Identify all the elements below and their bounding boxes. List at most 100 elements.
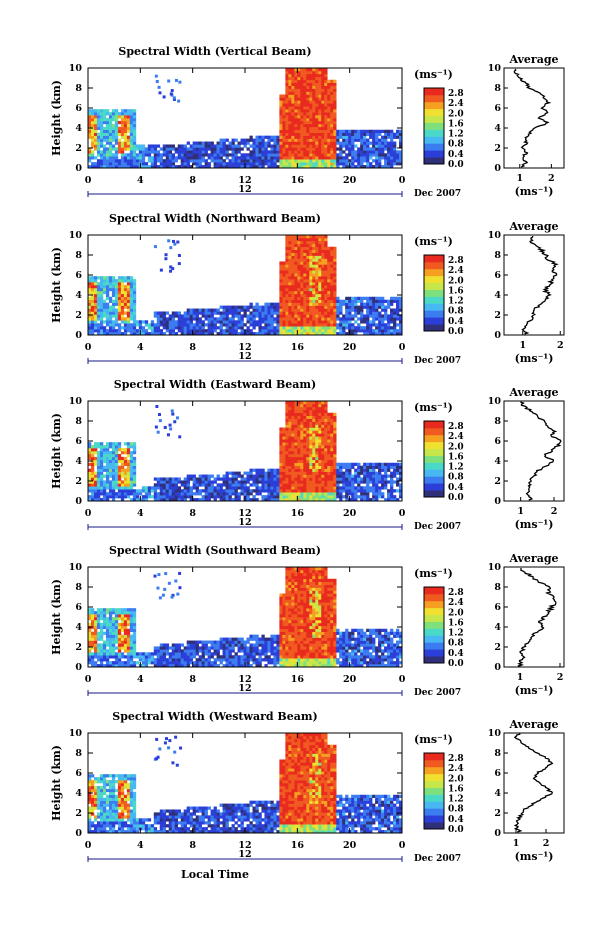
heatmap-cell: [183, 489, 187, 493]
heatmap-cell: [96, 302, 101, 306]
heatmap-cell: [228, 147, 232, 151]
heatmap-cell: [288, 267, 292, 271]
heatmap-cell: [114, 118, 119, 122]
heatmap-cell: [348, 465, 352, 469]
heatmap-cell: [300, 308, 304, 312]
heatmap-cell: [240, 147, 244, 151]
heatmap-cell: [369, 486, 373, 490]
heatmap-cell: [201, 326, 205, 330]
heatmap-cell: [330, 326, 334, 330]
heatmap-cell: [252, 144, 256, 148]
heatmap-cell: [339, 462, 343, 466]
heatmap-cell: [114, 282, 119, 286]
heatmap-cell: [255, 302, 259, 306]
heatmap-cell: [324, 424, 328, 428]
heatmap-cell: [252, 468, 256, 472]
heatmap-cell: [156, 165, 161, 169]
heatmap-cell: [294, 436, 298, 440]
heatmap-cell: [303, 246, 307, 250]
heatmap-cell: [306, 76, 310, 81]
heatmap-cell: [138, 159, 143, 163]
heatmap-cell: [327, 329, 331, 333]
heatmap-cell: [315, 409, 319, 414]
heatmap-cell: [297, 258, 301, 262]
heatmap-cell: [324, 451, 328, 455]
heatmap-cell: [207, 141, 211, 145]
heatmap-cell: [384, 462, 388, 466]
heatmap-cell: [276, 156, 280, 160]
heatmap-cell: [258, 135, 262, 139]
heatmap-cell: [288, 323, 292, 327]
heatmap-cell: [120, 120, 125, 125]
heatmap-cell: [327, 82, 331, 86]
heatmap-cell: [297, 465, 301, 469]
heatmap-cell: [105, 112, 110, 116]
heatmap-cell: [213, 326, 217, 330]
heatmap-cell: [321, 153, 325, 157]
heatmap-cell: [321, 285, 325, 289]
heatmap-cell: [321, 299, 325, 303]
heatmap-cell: [318, 474, 322, 478]
heatmap-cell: [108, 311, 113, 315]
heatmap-cell: [315, 147, 319, 151]
heatmap-cell: [384, 129, 388, 133]
heatmap-cell: [165, 153, 170, 157]
heatmap-cell: [96, 614, 101, 618]
heatmap-cell: [132, 474, 137, 478]
heatmap-cell: [321, 427, 325, 431]
heatmap-cell: [105, 474, 110, 478]
heatmap-cell: [297, 70, 301, 75]
heatmap-cell: [183, 326, 187, 330]
heatmap-cell: [306, 412, 310, 416]
heatmap-cell: [318, 103, 322, 107]
heatmap-cell: [366, 165, 370, 169]
heatmap-cell: [162, 314, 167, 318]
heatmap-cell: [240, 153, 244, 157]
heatmap-cell: [351, 495, 355, 499]
heatmap-cell: [303, 459, 307, 464]
heatmap-cell: [315, 82, 319, 86]
heatmap-cell: [399, 132, 403, 136]
heatmap-cell: [342, 477, 346, 481]
heatmap-cell: [318, 276, 322, 280]
heatmap-cell: [126, 302, 131, 306]
heatmap-cell: [396, 462, 400, 466]
heatmap-cell: [171, 156, 176, 160]
heatmap-cell: [105, 498, 110, 502]
heatmap-cell: [258, 314, 262, 318]
heatmap-cell: [177, 495, 181, 499]
heatmap-cell: [393, 489, 397, 493]
heatmap-cell: [129, 276, 134, 280]
heatmap-cell: [282, 296, 286, 300]
heatmap-cell: [318, 421, 322, 425]
heatmap-cell: [156, 144, 161, 148]
heatmap-cell: [126, 329, 131, 333]
heatmap-cell: [282, 474, 286, 478]
heatmap-cell: [231, 492, 235, 496]
heatmap-cell: [330, 421, 334, 425]
heatmap-cell: [279, 474, 283, 478]
heatmap-cell: [300, 442, 304, 446]
heatmap-cell: [387, 462, 391, 466]
heatmap-cell: [240, 308, 244, 312]
heatmap-cell: [99, 129, 104, 133]
heatmap-cell: [297, 403, 301, 408]
heatmap-cell: [270, 305, 274, 309]
heatmap-cell: [321, 418, 325, 422]
heatmap-cell: [99, 285, 104, 289]
heatmap-cell: [120, 465, 125, 469]
heatmap-cell: [360, 156, 364, 160]
heatmap-cell: [288, 451, 292, 455]
heatmap-cell: [88, 649, 92, 653]
heatmap-cell: [324, 135, 328, 139]
heatmap-cell: [363, 462, 367, 466]
heatmap-cell: [288, 436, 292, 440]
heatmap-cell: [282, 433, 286, 437]
x-tick-label: 20: [343, 175, 357, 186]
heatmap-cell: [237, 156, 241, 160]
heatmap-cell: [177, 147, 181, 151]
heatmap-cell: [381, 299, 385, 303]
heatmap-cell: [378, 311, 382, 315]
heatmap-cell: [315, 430, 319, 434]
heatmap-cell: [279, 468, 283, 472]
